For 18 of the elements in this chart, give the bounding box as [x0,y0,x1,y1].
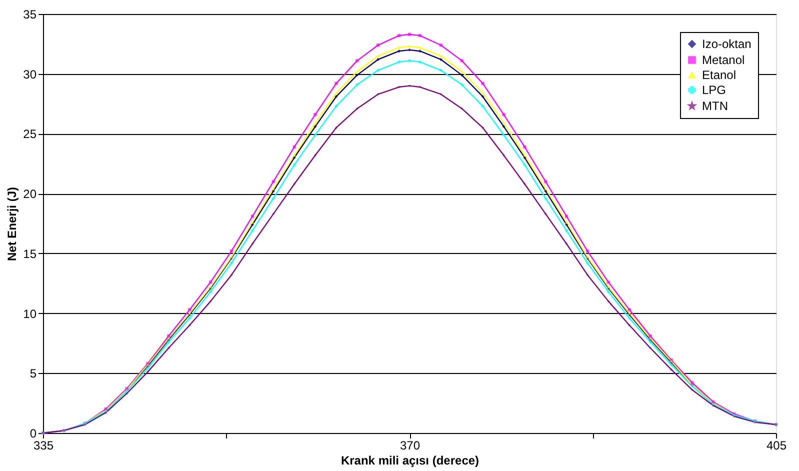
x-tick-label: 405 [766,438,787,452]
legend-label: Etanol [702,68,736,82]
y-tick-label: 30 [23,67,37,82]
y-tick-label: 15 [23,246,37,261]
x-tick-label: 335 [33,438,54,452]
legend-label: MTN [702,99,728,113]
legend-label: Izo-oktan [702,37,752,51]
y-tick-label: 5 [30,366,37,381]
y-axis-title: Net Enerji (J) [5,186,20,262]
y-tick-label: 25 [23,127,37,142]
x-tick-label: 370 [400,438,420,452]
y-tick-label: 10 [23,306,37,321]
y-tick-label: 20 [23,187,37,202]
legend-label: Metanol [702,53,745,67]
y-tick-label: 0 [30,426,37,440]
x-axis-title: Krank mili açısı (derece) [340,454,480,468]
legend-label: LPG [702,83,726,97]
y-tick-label: 35 [23,8,37,22]
